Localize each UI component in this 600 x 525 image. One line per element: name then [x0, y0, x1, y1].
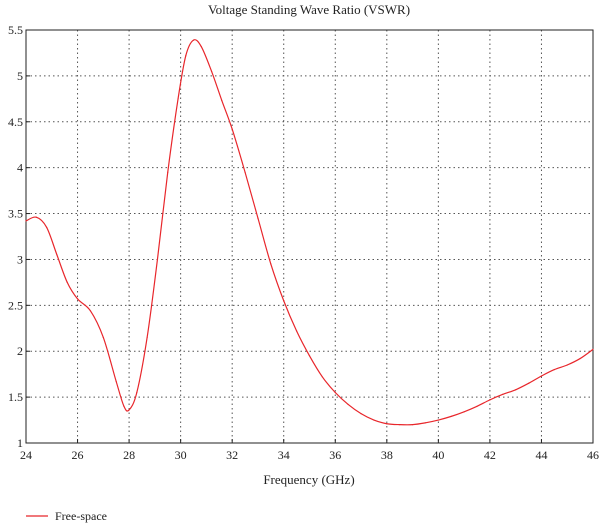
data-point	[579, 357, 581, 360]
y-tick-label: 5	[17, 69, 23, 83]
x-tick-label: 44	[535, 448, 547, 462]
data-point	[386, 423, 388, 425]
plot-area-frame	[25, 29, 594, 444]
x-tick-label: 34	[278, 448, 290, 462]
x-tick-label: 32	[226, 448, 238, 462]
legend: Free-space	[26, 509, 107, 523]
x-tick-label: 42	[484, 448, 496, 462]
data-point	[76, 298, 79, 300]
data-point	[177, 98, 179, 100]
data-point	[270, 263, 272, 265]
x-tick-label: 30	[175, 448, 187, 462]
data-point	[257, 217, 259, 219]
x-axis-label: Frequency (GHz)	[263, 472, 354, 487]
series-line-free-space	[25, 39, 594, 426]
data-point	[167, 171, 169, 173]
y-tick-label: 4	[17, 161, 23, 175]
data-point	[347, 403, 349, 406]
data-point	[231, 128, 233, 130]
data-point	[489, 399, 491, 401]
data-point	[360, 413, 362, 415]
data-point	[115, 380, 117, 383]
data-point	[411, 424, 414, 426]
data-point	[146, 336, 148, 339]
data-point	[437, 419, 439, 421]
x-tick-label: 38	[381, 448, 393, 462]
y-tick-label: 2	[17, 344, 23, 358]
data-point	[244, 171, 246, 173]
data-point	[515, 389, 517, 391]
y-tick-label: 3	[17, 252, 23, 266]
data-point	[210, 70, 213, 72]
data-point	[553, 368, 555, 371]
x-tick-label: 36	[329, 448, 341, 462]
y-tick-label: 3.5	[8, 207, 23, 221]
y-tick-label: 4.5	[8, 115, 23, 129]
data-point	[221, 100, 223, 102]
data-point	[308, 355, 311, 357]
data-point	[399, 424, 401, 426]
data-point	[89, 310, 92, 312]
data-point	[540, 375, 543, 377]
data-point	[192, 39, 195, 41]
data-point	[102, 336, 104, 339]
x-tick-label: 26	[72, 448, 84, 462]
series-layer	[25, 39, 594, 426]
data-point	[476, 405, 478, 407]
data-point	[56, 254, 58, 256]
data-point	[502, 393, 504, 395]
data-point	[46, 226, 48, 228]
x-tick-label: 28	[123, 448, 135, 462]
data-point	[156, 258, 159, 261]
x-axis-ticks: 24 26 28 30 32 34 36 38 40 42 44 46	[20, 439, 599, 462]
y-axis-ticks: 1 1.5 2 2.5 3 3.5 4 4.5 5 5.5	[8, 23, 30, 450]
grid-lines	[26, 30, 593, 443]
y-tick-label: 1.5	[8, 390, 23, 404]
data-point	[283, 300, 285, 302]
data-point	[450, 415, 452, 417]
data-point	[35, 216, 37, 218]
data-point	[128, 409, 130, 411]
data-point	[296, 330, 298, 332]
chart-title: Voltage Standing Wave Ratio (VSWR)	[208, 2, 410, 17]
data-point	[25, 220, 27, 222]
x-tick-label: 24	[20, 448, 32, 462]
data-point	[373, 419, 375, 421]
data-point	[527, 382, 530, 384]
data-point	[566, 364, 568, 366]
data-point	[66, 281, 68, 283]
data-point	[463, 411, 465, 413]
data-point	[592, 348, 594, 350]
data-point	[200, 45, 202, 48]
data-point	[334, 391, 336, 394]
data-point	[185, 55, 187, 57]
data-point	[123, 405, 125, 407]
data-point	[424, 422, 427, 424]
data-point	[136, 391, 138, 394]
y-tick-label: 1	[17, 436, 23, 450]
y-tick-label: 2.5	[8, 298, 23, 312]
y-tick-label: 5.5	[8, 23, 23, 37]
legend-label-free-space: Free-space	[55, 509, 107, 523]
data-point	[321, 376, 323, 378]
x-tick-label: 40	[432, 448, 444, 462]
x-tick-label: 46	[587, 448, 599, 462]
